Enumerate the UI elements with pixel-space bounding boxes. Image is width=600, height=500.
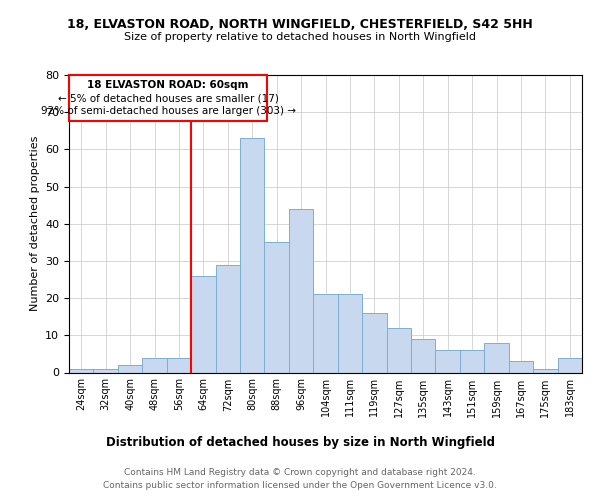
Text: 18, ELVASTON ROAD, NORTH WINGFIELD, CHESTERFIELD, S42 5HH: 18, ELVASTON ROAD, NORTH WINGFIELD, CHES… (67, 18, 533, 30)
Bar (289, 209, 313, 372)
Bar (69, 369, 94, 372)
Bar (142, 358, 167, 372)
Text: 92% of semi-detached houses are larger (303) →: 92% of semi-detached houses are larger (… (41, 106, 296, 117)
Bar (215, 264, 240, 372)
Text: Contains HM Land Registry data © Crown copyright and database right 2024.: Contains HM Land Registry data © Crown c… (124, 468, 476, 477)
Bar (265, 242, 289, 372)
Bar (94, 369, 118, 372)
Bar (240, 138, 265, 372)
Text: 18 ELVASTON ROAD: 60sqm: 18 ELVASTON ROAD: 60sqm (88, 80, 249, 90)
Bar (338, 294, 362, 372)
Bar (484, 343, 509, 372)
Text: ← 5% of detached houses are smaller (17): ← 5% of detached houses are smaller (17) (58, 93, 278, 103)
Bar (460, 350, 484, 372)
Bar (509, 362, 533, 372)
Bar (362, 313, 386, 372)
Y-axis label: Number of detached properties: Number of detached properties (29, 136, 40, 312)
Bar (411, 339, 436, 372)
Text: Distribution of detached houses by size in North Wingfield: Distribution of detached houses by size … (106, 436, 494, 449)
Bar (313, 294, 338, 372)
Bar (533, 369, 557, 372)
Text: Contains public sector information licensed under the Open Government Licence v3: Contains public sector information licen… (103, 480, 497, 490)
Bar (557, 358, 582, 372)
Text: Size of property relative to detached houses in North Wingfield: Size of property relative to detached ho… (124, 32, 476, 42)
Bar (118, 365, 142, 372)
Bar (386, 328, 411, 372)
Bar (436, 350, 460, 372)
Bar (191, 276, 215, 372)
FancyBboxPatch shape (70, 75, 267, 122)
Bar (167, 358, 191, 372)
